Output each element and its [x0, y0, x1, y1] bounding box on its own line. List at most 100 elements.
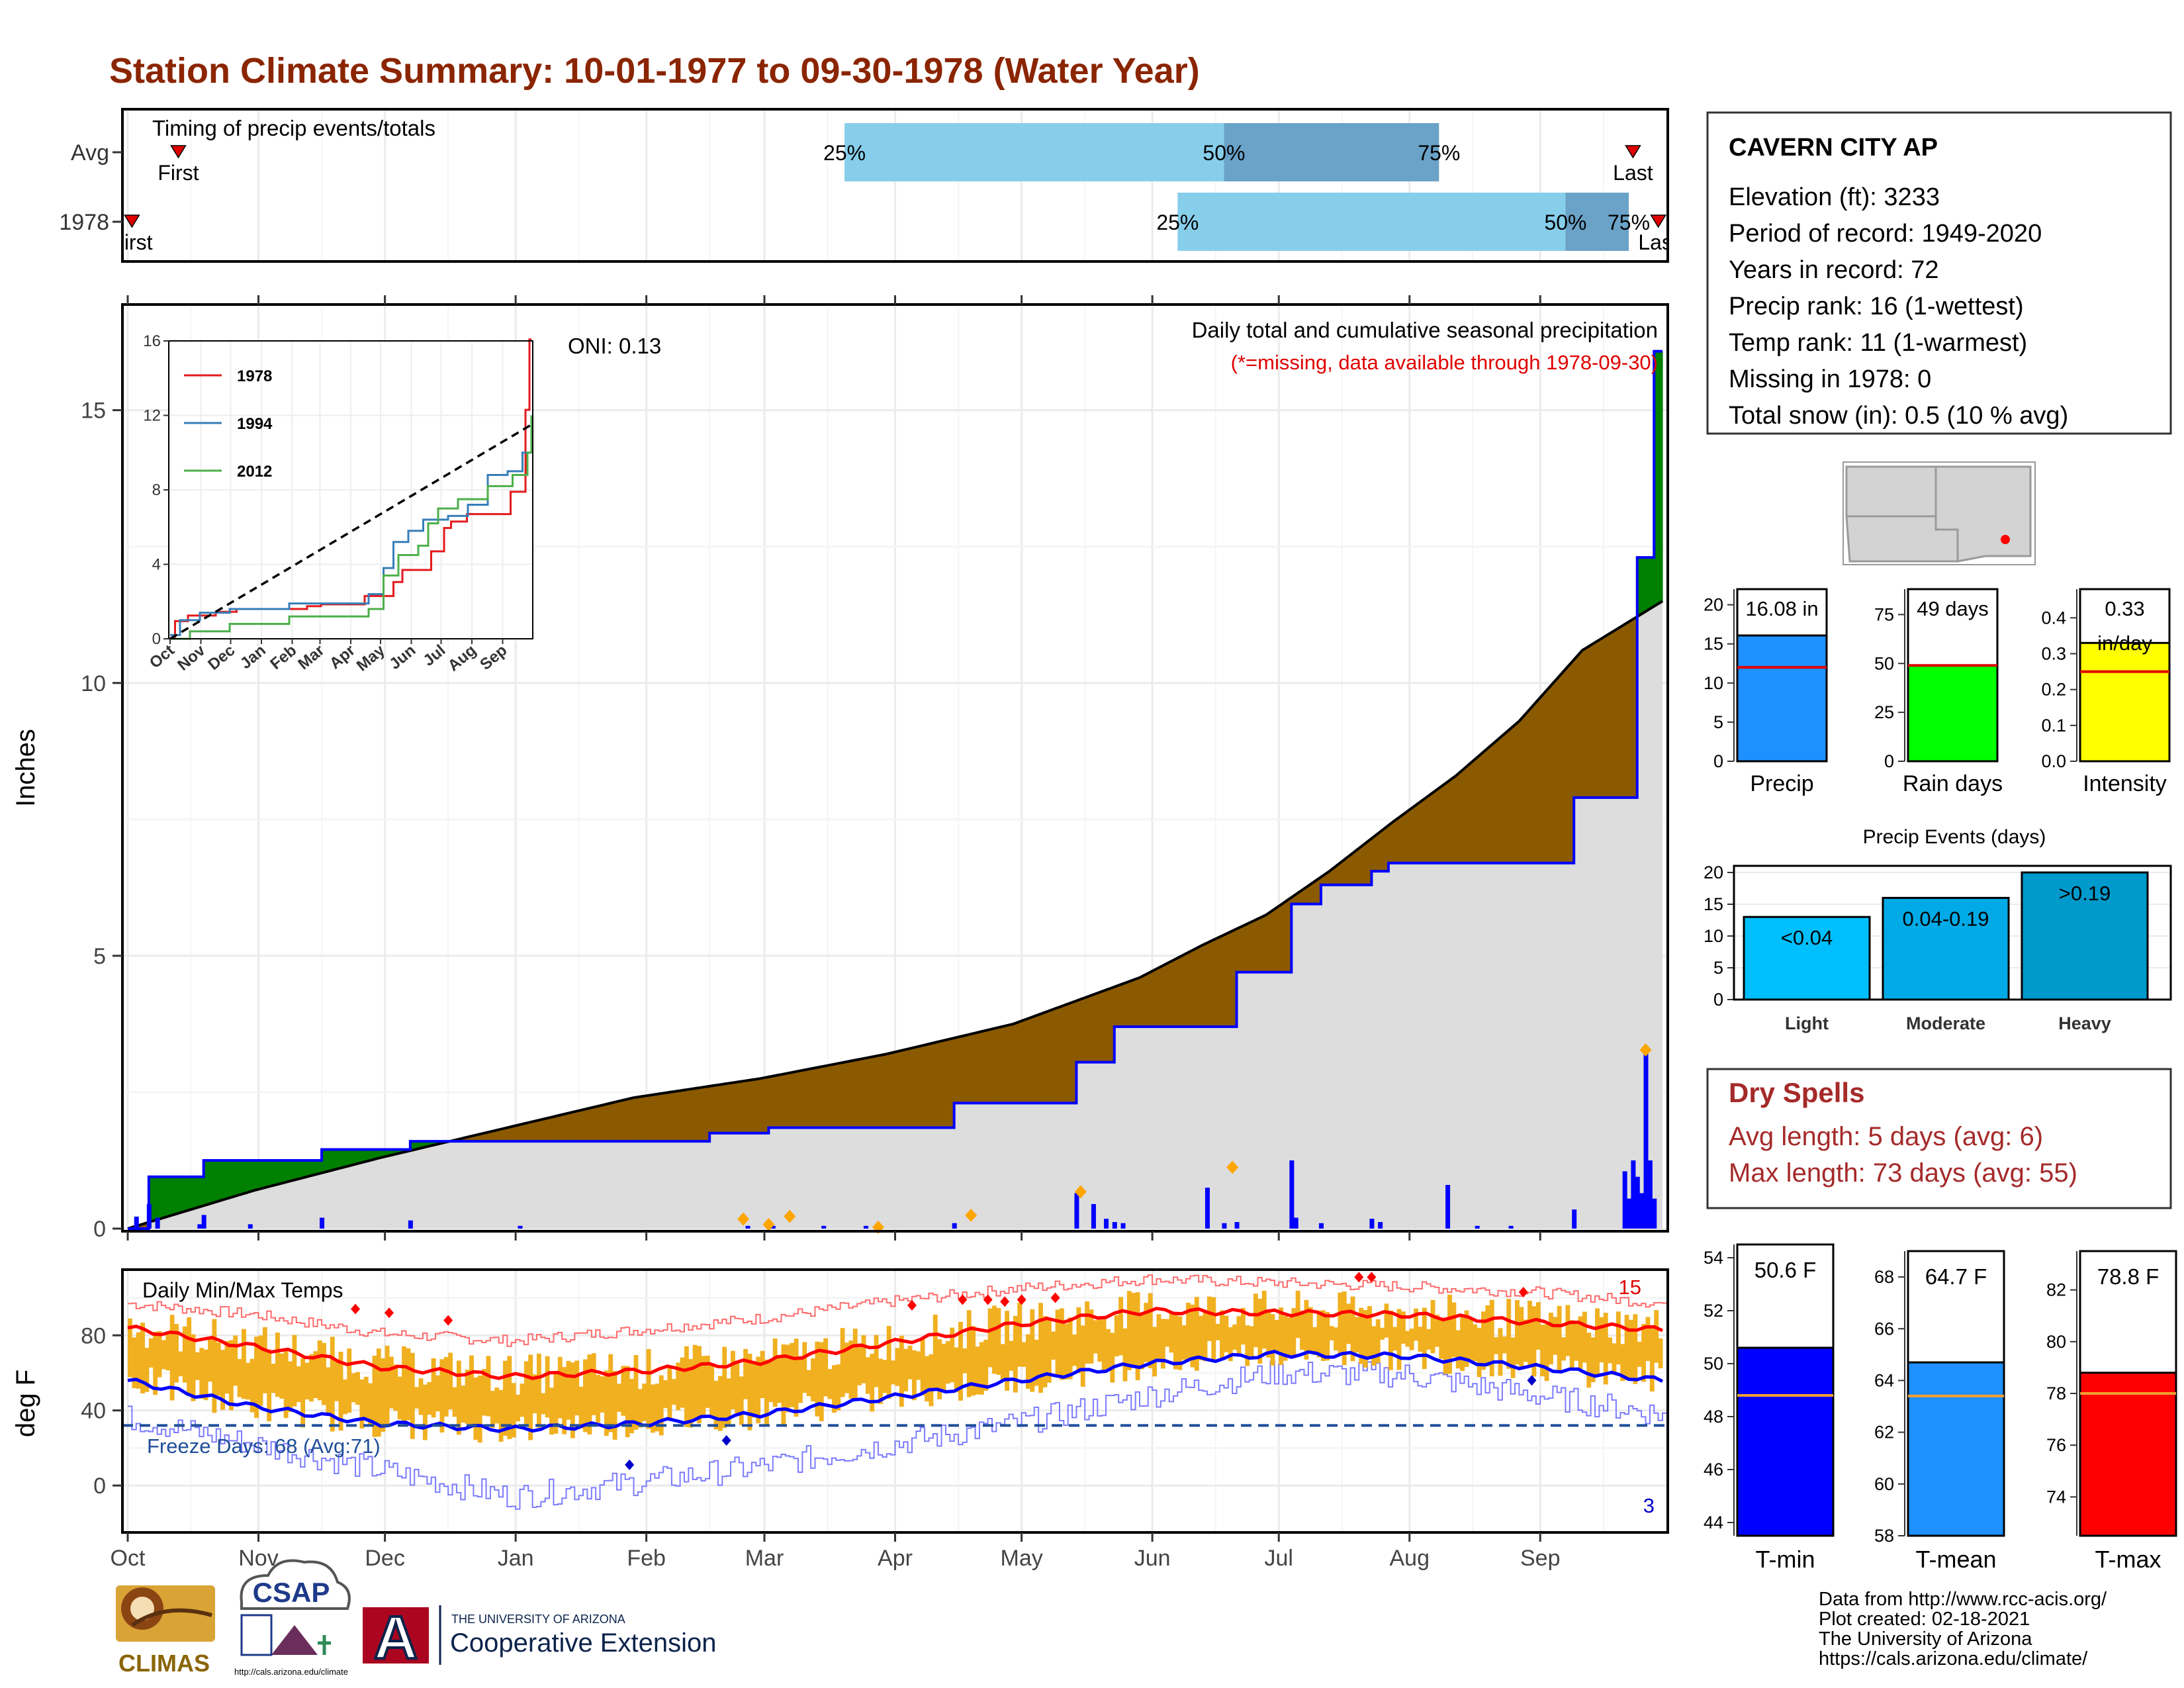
daily-temp-bar [148, 1338, 154, 1368]
precip-deficit-mark [1384, 827, 1389, 872]
precip-deficit-mark [891, 1052, 896, 1128]
precip-deficit-mark [1181, 955, 1187, 1027]
daily-temp-bar [840, 1328, 845, 1397]
daily-temp-bar [338, 1352, 343, 1431]
daily-temp-bar [1426, 1329, 1432, 1350]
daily-temp-bar [726, 1378, 731, 1425]
precip-deficit-mark [1270, 910, 1275, 972]
daily-precip-bar [770, 1225, 776, 1229]
daily-temp-bar [1304, 1299, 1309, 1360]
daily-temp-bar [208, 1336, 212, 1382]
daily-temp-bar [819, 1342, 824, 1421]
daily-temp-bar [911, 1350, 917, 1401]
precip-deficit-mark [1544, 690, 1549, 863]
daily-temp-bar [1055, 1309, 1060, 1376]
footer-line: The University of Arizona [1819, 1628, 2032, 1650]
mini-bar-value-text: 16.08 in [1745, 597, 1818, 620]
precip-deficit-mark [1422, 798, 1427, 863]
daily-temp-bar [1266, 1311, 1271, 1358]
precip-deficit-mark [1291, 896, 1297, 904]
daily-temp-bar [393, 1364, 398, 1411]
precip-deficit-mark [1561, 671, 1567, 863]
temp-summary-tick-label: 44 [1704, 1513, 1723, 1532]
daily-temp-bar [1615, 1311, 1621, 1365]
daily-temp-bar [1629, 1319, 1633, 1379]
mini-bar-label: Intensity [2083, 771, 2167, 796]
record-high-marker [983, 1294, 993, 1305]
precip-deficit-mark [1005, 1025, 1010, 1103]
timing-bar-25-50 [844, 123, 1224, 181]
temp-summary-tick-label: 46 [1704, 1460, 1723, 1479]
precip-deficit-mark [528, 1122, 533, 1142]
daily-precip-bar [155, 1217, 160, 1229]
daily-temp-bar [747, 1354, 752, 1430]
daily-temp-bar [1624, 1315, 1629, 1380]
daily-temp-bar [1118, 1297, 1124, 1356]
precip-deficit-mark [1485, 748, 1490, 863]
dry-spells-avg: Avg length: 5 days (avg: 6) [1729, 1122, 2043, 1151]
precip-deficit-mark [516, 1125, 521, 1142]
precip-deficit-mark [1025, 1018, 1030, 1103]
precip-deficit-mark [1439, 786, 1444, 863]
month-label: May [1001, 1546, 1043, 1571]
precip-deficit-mark [768, 1076, 774, 1128]
temp-summary-bar [1907, 1361, 2005, 1537]
daily-precip-bar [1369, 1219, 1375, 1229]
station-info-line: Temp rank: 11 (1-warmest) [1729, 329, 2027, 357]
precip-deficit-mark [1279, 904, 1284, 972]
events-bar-label: Heavy [2058, 1013, 2111, 1033]
daily-temp-bar [397, 1376, 402, 1420]
daily-temp-bar [313, 1351, 318, 1399]
precip-deficit-mark [1308, 884, 1313, 904]
precip-deficit-mark [1434, 789, 1439, 863]
precip-deficit-mark [1114, 986, 1119, 1027]
precip-deficit-mark [1599, 638, 1604, 798]
daily-temp-bar [1097, 1319, 1103, 1362]
precip-surplus-mark [347, 1149, 352, 1166]
daily-temp-bar [1059, 1308, 1064, 1380]
daily-temp-bar [617, 1383, 621, 1412]
precip-surplus-mark [359, 1149, 365, 1163]
daily-temp-bar [1034, 1339, 1039, 1386]
daily-temp-bar [1308, 1307, 1313, 1354]
precip-deficit-mark [1329, 869, 1334, 885]
daily-temp-bar [574, 1360, 580, 1416]
precip-deficit-mark [996, 1027, 1001, 1103]
precip-deficit-mark [1548, 685, 1553, 863]
precip-surplus-mark [279, 1160, 285, 1184]
daily-temp-bar [836, 1364, 841, 1411]
timing-p75-label: 75% [1418, 141, 1460, 165]
precip-surplus-mark [161, 1176, 166, 1218]
daily-temp-bar [1654, 1310, 1659, 1363]
precip-surplus-mark [410, 1141, 415, 1150]
timing-title: Timing of precip events/totals [152, 116, 435, 140]
precip-deficit-mark [1582, 649, 1587, 798]
precip-deficit-mark [1009, 1024, 1014, 1103]
timing-edge-cover [0, 232, 121, 261]
precip-deficit-mark [743, 1080, 749, 1133]
precip-deficit-mark [1072, 1002, 1077, 1103]
timing-p25-label: 25% [1156, 211, 1199, 234]
precip-deficit-mark [1569, 662, 1574, 863]
locator-map [1843, 461, 2036, 565]
precip-deficit-mark [772, 1076, 778, 1128]
precip-deficit-mark [549, 1117, 555, 1142]
precip-deficit-mark [950, 1038, 955, 1128]
precip-deficit-mark [680, 1090, 685, 1142]
precip-deficit-mark [1017, 1021, 1023, 1103]
precip-deficit-mark [1334, 866, 1339, 885]
daily-temp-bar [1434, 1315, 1439, 1347]
daily-temp-bar [456, 1360, 461, 1435]
daily-temp-bar [1076, 1307, 1081, 1374]
timing-row-label: 1978 [59, 210, 109, 235]
daily-temp-bar [275, 1333, 280, 1397]
csap-logo-text: CSAP [253, 1577, 330, 1608]
precip-deficit-mark [895, 1051, 900, 1128]
precip-deficit-mark [751, 1079, 756, 1133]
temp-summary-value-text: 64.7 F [1925, 1264, 1987, 1289]
precip-surplus-mark [212, 1160, 217, 1203]
daily-temp-bar [1633, 1314, 1638, 1384]
precip-deficit-mark [1186, 952, 1191, 1027]
precip-deficit-mark [1396, 817, 1402, 863]
